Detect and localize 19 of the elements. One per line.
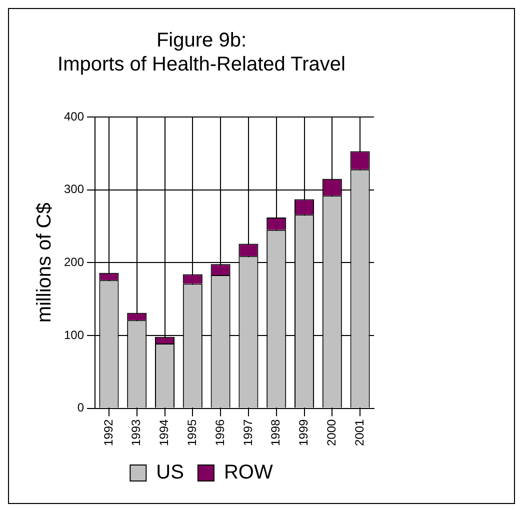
chart-title: Figure 9b: Imports of Health-Related Travel — [58, 30, 346, 76]
x-tick-label: 1993 — [129, 418, 144, 446]
legend-label: US — [156, 462, 184, 484]
legend-label: ROW — [224, 462, 273, 484]
y-tick-label: 400 — [64, 109, 84, 124]
x-tick-label: 1992 — [101, 418, 116, 446]
x-tick-label: 1998 — [268, 418, 283, 446]
y-tick-label: 0 — [77, 400, 84, 415]
y-tick-label: 200 — [64, 254, 84, 269]
y-tick-label: 300 — [64, 182, 84, 196]
y-axis-title: millions of C$ — [34, 202, 56, 323]
x-tick-label: 1994 — [157, 418, 172, 446]
x-tick-label: 2000 — [324, 418, 338, 446]
x-tick-label: 1995 — [184, 418, 199, 446]
x-tick-label: 1997 — [240, 418, 255, 446]
x-tick-label: 1999 — [296, 418, 311, 446]
x-tick-label: 2001 — [352, 418, 366, 446]
x-tick-label: 1996 — [212, 418, 227, 446]
y-tick-label: 100 — [64, 328, 84, 342]
